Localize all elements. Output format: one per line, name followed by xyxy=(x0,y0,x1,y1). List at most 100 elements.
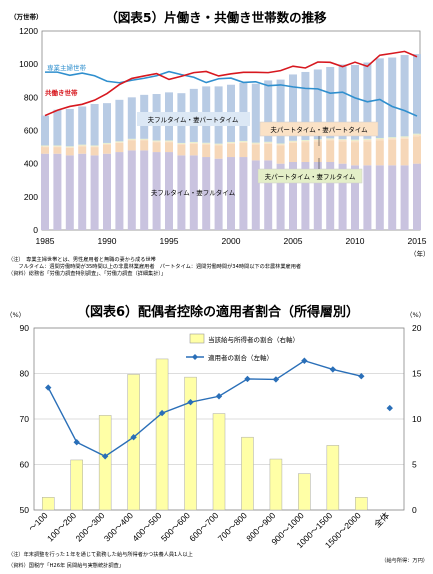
chart1-bar-segment xyxy=(375,138,384,141)
chart1-bar-segment xyxy=(388,165,397,230)
chart1-x-ticks: 1985 1990 1995 2000 2005 2010 2015 xyxy=(36,236,427,246)
chart2-unit-note: （給与所得：万円） xyxy=(381,556,428,564)
chart1-y-tick: 800 xyxy=(24,92,38,102)
chart1-bar-segment xyxy=(78,153,87,230)
chart1-bar-segment xyxy=(338,64,347,140)
chart1-x-unit: （年） xyxy=(410,249,430,258)
chart1-bar-segment xyxy=(140,138,149,140)
chart1-bar-segment xyxy=(41,146,49,148)
chart1-bar-segment xyxy=(264,160,273,230)
chart2-bar xyxy=(241,436,254,511)
chart1-bar-segment xyxy=(90,155,99,230)
chart1-bar-segment xyxy=(301,142,310,163)
chart2-bar xyxy=(155,358,169,511)
chart1-y-tick: 1200 xyxy=(19,26,38,36)
chart1-bar-segment xyxy=(227,157,235,230)
chart1-x-tick: 2000 xyxy=(222,236,241,246)
chart1-bar-segment xyxy=(189,155,198,230)
chart2-y-ticks-right: 0 5 10 15 20 xyxy=(412,323,422,515)
chart1-bar-segment xyxy=(189,141,198,143)
chart1-bar-segment xyxy=(177,143,186,145)
chart2-bar xyxy=(355,497,368,511)
chart1-bar-segment xyxy=(326,162,335,230)
chart1-bar-segment xyxy=(65,146,74,148)
chart1-bar-segment xyxy=(326,139,335,141)
chart2-rate-marker xyxy=(244,375,251,383)
chart1-bar-segment xyxy=(165,142,173,153)
chart1-bar-segment xyxy=(276,79,285,144)
chart1-bar-segment xyxy=(177,142,186,144)
chart1-bar-segment xyxy=(53,153,62,230)
chart2-y-tick-left: 70 xyxy=(20,414,30,424)
chart1-title: （図表5）片働き・共働き世帯数の推移 xyxy=(105,10,327,25)
annot-pt-pt: 夫パートタイム・妻パートタイム xyxy=(270,125,368,134)
chart1-note-3: （資料）総務省「労働力調査特別調査」、「労働力調査（詳細集計）」 xyxy=(8,269,166,277)
chart1-bar-segment xyxy=(90,103,99,146)
chart1-bar-segment xyxy=(375,140,384,166)
chart1-bar-segment xyxy=(400,165,409,230)
chart1-bar-segment xyxy=(313,139,322,142)
chart1-bar-segment xyxy=(140,140,149,151)
chart2-bar xyxy=(269,458,283,511)
chart1-bar-segment xyxy=(127,150,136,230)
chart1-bar-segment xyxy=(400,55,409,137)
chart1-bar-segment xyxy=(53,109,62,146)
chart1-bar-segment xyxy=(363,139,372,142)
chart2-line xyxy=(45,357,393,460)
chart2-bar xyxy=(127,374,140,511)
chart2-y-tick-left: 60 xyxy=(20,460,30,470)
chart1-bar-segment xyxy=(326,138,335,140)
chart2-bar xyxy=(41,497,55,511)
chart2-x-tick: 700～800 xyxy=(216,510,249,543)
legend-swatch-bar xyxy=(189,333,205,344)
chart2-note-2: （資料）国税庁「H26年 民間給与実態統計調査」 xyxy=(8,561,124,569)
chart1-bar-segment xyxy=(400,136,409,138)
annot-box-pt-ft xyxy=(257,168,363,184)
chart1-bar-segment xyxy=(289,141,297,143)
chart2-rate-marker xyxy=(45,384,52,391)
chart1-bar-segment xyxy=(338,163,347,230)
chart1-y-ticks: 0 200 400 600 800 1000 1200 xyxy=(19,26,38,235)
chart1-bar-segment xyxy=(375,137,384,139)
chart1-bar-segment xyxy=(289,74,297,141)
chart1-bar-segment xyxy=(103,144,111,154)
chart2-x-tick: 500～600 xyxy=(159,510,192,543)
chart2-y-unit-right: （%） xyxy=(406,311,425,319)
chart1-bar-segment xyxy=(202,142,211,144)
chart1-bar-segment xyxy=(351,165,359,230)
chart1-bar-segment xyxy=(90,146,99,148)
chart1-bar-segment xyxy=(78,146,87,154)
chart1-bar-segment xyxy=(301,139,310,141)
chart1-y-tick: 600 xyxy=(24,126,38,136)
chart1-bar-segment xyxy=(65,147,74,156)
legend-marker xyxy=(192,354,198,360)
chart1-bar-segment xyxy=(239,157,248,230)
chart2-y-tick-left: 90 xyxy=(20,323,30,333)
chart1-bar-segment xyxy=(301,162,310,230)
chart1-bar-segment xyxy=(227,143,235,158)
chart1-bar-segment xyxy=(239,82,248,141)
chart1-bar-segment xyxy=(41,145,49,147)
chart1-bar-segment xyxy=(251,160,260,230)
chart1-bar-segment xyxy=(413,134,421,137)
chart1-bar-segment xyxy=(214,145,223,159)
chart2-y-tick-right: 20 xyxy=(412,323,422,333)
chart1-bar-segment xyxy=(152,141,161,143)
chart2-rate-marker xyxy=(358,373,365,380)
chart2-rate-marker xyxy=(187,398,194,406)
chart2-rate-marker xyxy=(158,409,166,417)
chart2-y-unit-left: （%） xyxy=(6,311,25,319)
chart1-bar-segment xyxy=(165,140,173,142)
annot-ft-ft: 夫フルタイム・妻フルタイム xyxy=(151,188,236,197)
chart1-bar-segment xyxy=(326,66,335,139)
chart1-bar-segment xyxy=(103,103,111,143)
chart1-y-tick: 200 xyxy=(24,192,38,202)
chart1-bar-segment xyxy=(413,136,421,164)
chart1-bar-segment xyxy=(140,139,149,141)
chart1-bar-segment xyxy=(413,54,421,134)
chart1-bar-segment xyxy=(90,147,99,156)
chart2-title: （図表6）配偶者控除の適用者割合（所得層別） xyxy=(77,304,359,320)
chart2-rate-marker xyxy=(272,376,280,383)
chart2-bar xyxy=(98,415,112,511)
